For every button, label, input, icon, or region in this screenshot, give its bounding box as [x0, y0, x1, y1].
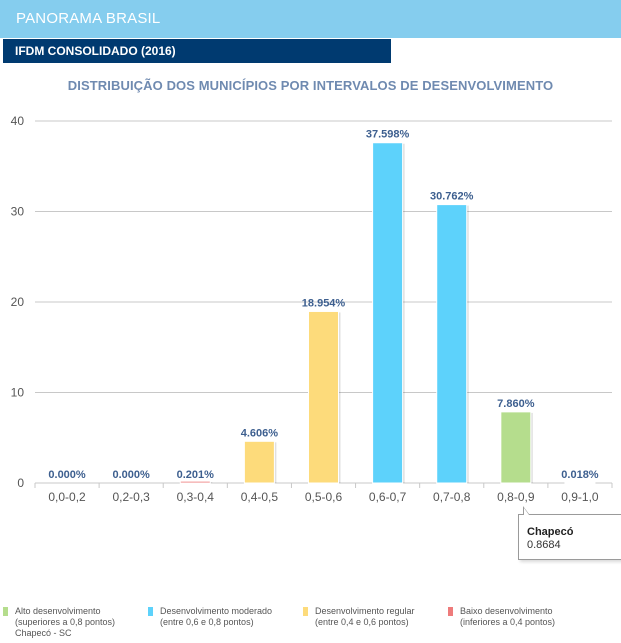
x-tick-label: 0,5-0,6 [305, 490, 343, 504]
data-label: 0.201% [177, 469, 215, 481]
chart-tooltip: Chapecó 0.8684 [518, 506, 621, 560]
section-title: IFDM CONSOLIDADO (2016) [15, 44, 176, 58]
legend-sublabel: (inferiores a 0,4 pontos) [460, 617, 556, 627]
x-tick-label: 0,4-0,5 [241, 490, 279, 504]
page-title: PANORAMA BRASIL [16, 10, 161, 27]
data-label: 0.018% [561, 469, 599, 481]
legend-label: Alto desenvolvimento [15, 606, 101, 616]
data-label: 30.762% [430, 191, 474, 203]
subheader-bar: IFDM CONSOLIDADO (2016) [3, 39, 391, 63]
x-tick-label: 0,0-0,2 [48, 490, 86, 504]
bar[interactable] [179, 480, 211, 484]
x-tick-label: 0,8-0,9 [497, 490, 535, 504]
bar[interactable] [436, 204, 468, 484]
x-tick-label: 0,6-0,7 [369, 490, 407, 504]
legend-swatch [303, 607, 308, 616]
x-tick-label: 0,9-1,0 [561, 490, 599, 504]
tooltip-value: 0.8684 [527, 539, 561, 551]
legend-sublabel: (entre 0,4 e 0,6 pontos) [315, 617, 409, 627]
y-tick-label: 10 [11, 386, 25, 400]
bar[interactable] [372, 142, 404, 484]
y-tick-label: 30 [11, 205, 25, 219]
legend-label: Baixo desenvolvimento [460, 606, 553, 616]
legend-swatch [448, 607, 453, 616]
x-tick-label: 0,2-0,3 [112, 490, 150, 504]
legend-swatch [3, 607, 8, 616]
header-bar: PANORAMA BRASIL [0, 0, 621, 38]
y-tick-label: 40 [11, 114, 25, 128]
data-label: 0.000% [48, 469, 86, 481]
data-label: 7.860% [497, 398, 535, 410]
legend-swatch [148, 607, 153, 616]
chart-legend: Alto desenvolvimento (superiores a 0,8 p… [0, 606, 621, 643]
legend-label: Desenvolvimento regular [315, 606, 415, 616]
x-tick-label: 0,7-0,8 [433, 490, 471, 504]
bar[interactable] [500, 411, 532, 484]
x-tick-label: 0,3-0,4 [177, 490, 215, 504]
legend-label: Desenvolvimento moderado [160, 606, 273, 616]
bar[interactable] [243, 440, 275, 484]
legend-location: Chapecó - SC [15, 628, 72, 638]
bar[interactable] [308, 310, 339, 484]
data-label: 4.606% [241, 427, 279, 439]
bar[interactable] [564, 482, 596, 484]
y-tick-label: 20 [11, 295, 25, 309]
data-label: 0.000% [113, 469, 151, 481]
legend-sublabel: (superiores a 0,8 pontos) [15, 617, 116, 627]
y-tick-label: 0 [17, 476, 24, 490]
legend-sublabel: (entre 0,6 e 0,8 pontos) [160, 617, 254, 627]
data-label: 37.598% [366, 129, 410, 141]
data-label: 18.954% [302, 297, 346, 309]
chart-title: DISTRIBUIÇÃO DOS MUNICÍPIOS POR INTERVAL… [67, 78, 554, 93]
bar-chart: 0 10 20 30 40 0.000% 0,0-0,2 0.000% 0,2-0,3 0.201… [11, 114, 613, 504]
tooltip-name: Chapecó [527, 526, 574, 538]
